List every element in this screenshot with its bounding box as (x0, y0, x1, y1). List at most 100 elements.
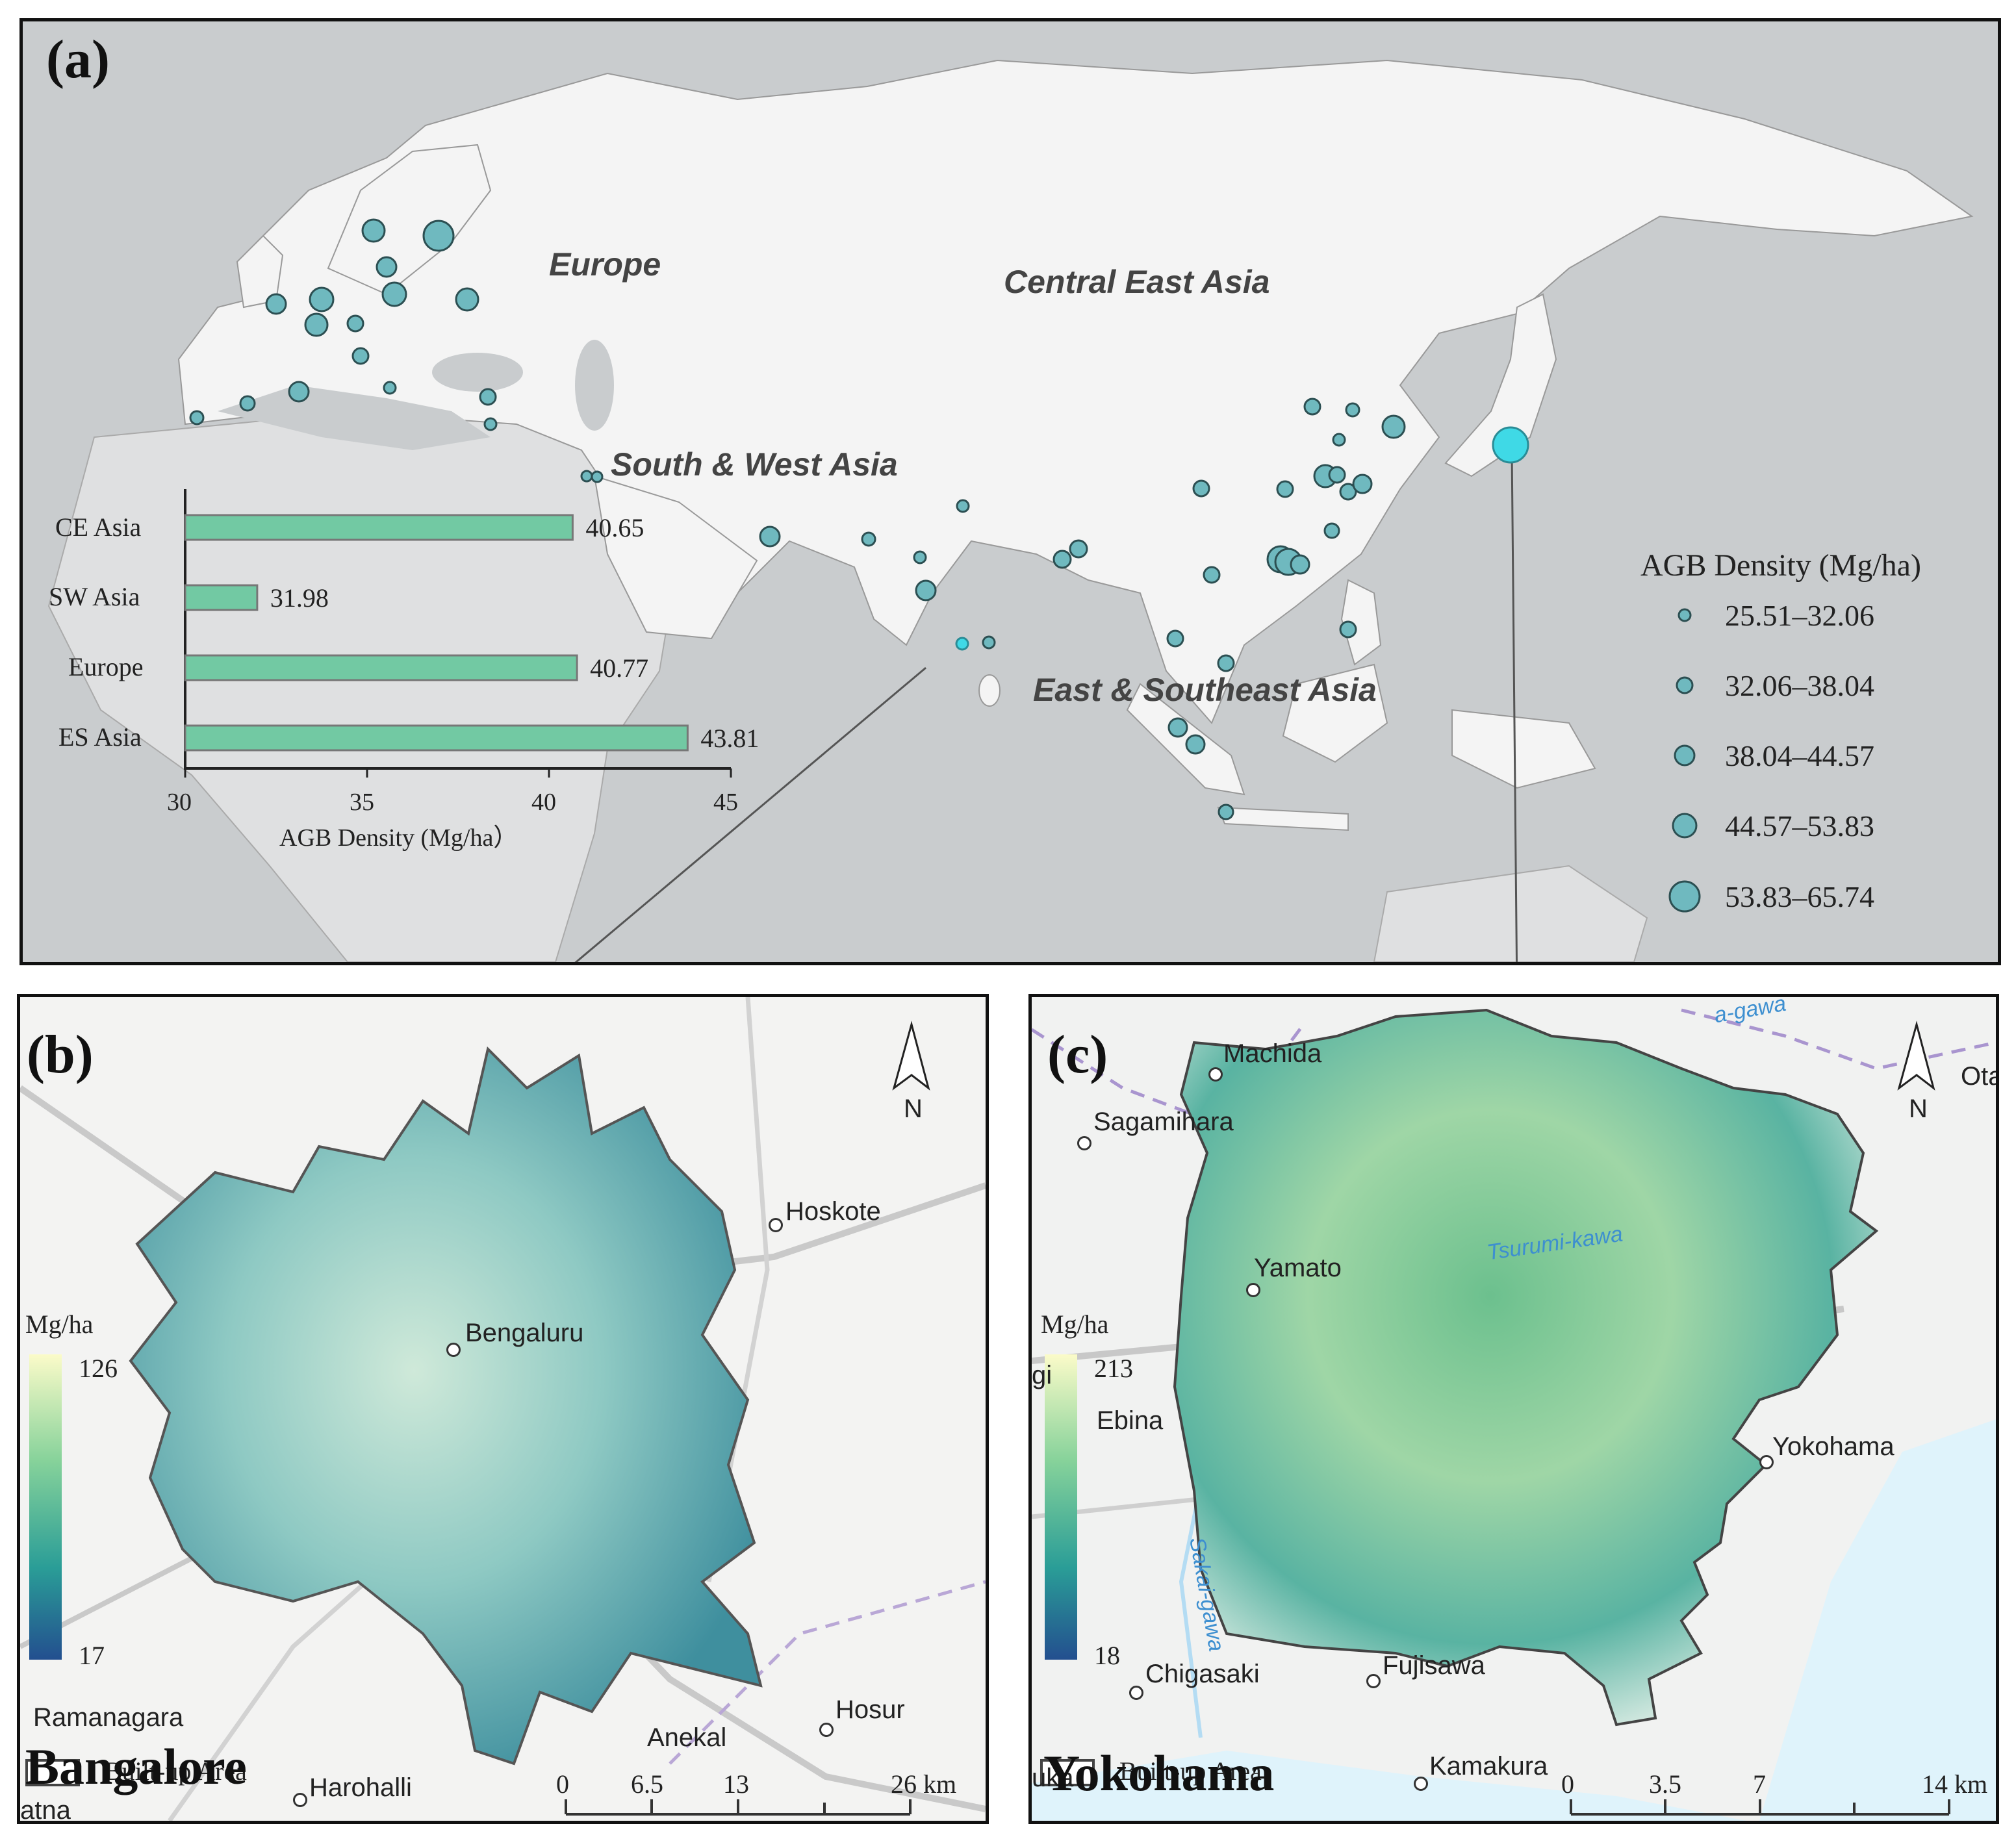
scale-bar-b (565, 1799, 912, 1816)
city-marker (1246, 1283, 1260, 1297)
built-up-area-bangalore (129, 1046, 763, 1766)
place-label-kamakura: Kamakura (1429, 1752, 1548, 1780)
panel-a-map: (a) Europe Central East Asia South & Wes… (19, 18, 2001, 965)
philippines (1340, 579, 1382, 666)
x-tick-label: 45 (713, 789, 738, 816)
arabia (593, 475, 758, 640)
place-label-chigasaki: Chigasaki (1145, 1660, 1260, 1688)
x-tick-label: 35 (350, 789, 374, 816)
size-legend-symbols (1668, 608, 1701, 913)
city-point (1352, 474, 1373, 494)
place-label-sagamihara: Sagamihara (1093, 1108, 1234, 1136)
city-point (265, 293, 287, 315)
city-point (422, 220, 455, 252)
city-point (479, 388, 497, 406)
city-point (483, 417, 498, 431)
city-title-bangalore: Bangalore (25, 1738, 247, 1795)
bar-category-label: Europe (68, 652, 144, 681)
size-legend-symbol (1672, 813, 1698, 839)
mediterranean-sea (218, 385, 491, 450)
city-point (915, 579, 937, 602)
java (1217, 806, 1349, 831)
bar (184, 724, 689, 752)
scale-label: 14 km (1922, 1769, 1988, 1799)
city-point (361, 218, 386, 243)
yokohama-basemap (1032, 1008, 1996, 1821)
city-point (759, 526, 781, 548)
regional-agb-bar-chart (184, 489, 732, 778)
north-arrow-icon (892, 1020, 930, 1091)
panel-b-label: (b) (27, 1024, 94, 1085)
north-arrow-icon (1897, 1020, 1935, 1091)
city-point (1217, 654, 1235, 672)
city-point (956, 499, 970, 513)
black-sea (432, 353, 523, 392)
panel-c-yokohama-map: (c) N Mg/ha 213 18 Built-up Area Machida… (1028, 994, 1999, 1824)
city-point (304, 312, 329, 337)
city-point (1332, 433, 1346, 447)
africa-landmass (47, 410, 674, 962)
x-axis-label: AGB Density (Mg/ha） (279, 824, 518, 852)
place-label-hosur: Hosur (836, 1695, 905, 1724)
place-label-harohalli: Harohalli (309, 1773, 412, 1802)
city-marker (1366, 1674, 1381, 1688)
city-point (982, 635, 996, 650)
city-point (376, 256, 398, 278)
region-label-east-southeast-asia: East & Southeast Asia (1033, 672, 1377, 708)
city-point (1303, 398, 1321, 416)
bar-value-label: 43.81 (700, 724, 759, 753)
colorbar-min: 18 (1094, 1641, 1120, 1670)
bar-category-label: SW Asia (49, 582, 140, 611)
city-point (913, 550, 927, 564)
bar-category-label: ES Asia (58, 722, 142, 752)
colorbar-c (1045, 1354, 1077, 1660)
bar (184, 654, 578, 681)
colorbar-title: Mg/ha (1041, 1310, 1109, 1339)
city-point (1203, 566, 1221, 584)
city-marker (1077, 1136, 1091, 1150)
bar-value-label: 40.65 (585, 513, 644, 542)
city-points-layer (189, 218, 1529, 820)
new-guinea (1451, 709, 1596, 789)
city-marker (769, 1218, 783, 1232)
city-point (383, 381, 397, 395)
bar (184, 584, 259, 611)
boundary (669, 1580, 986, 1765)
sumatra (1126, 683, 1245, 796)
size-legend-symbol (1674, 744, 1696, 766)
eurasia-basemap (47, 59, 1974, 962)
city-point (1276, 480, 1294, 498)
scale-label: 13 (723, 1769, 749, 1799)
city-point (1345, 402, 1360, 418)
size-legend-item: 38.04–44.57 (1725, 739, 1874, 772)
city-point (1323, 522, 1340, 539)
place-label-atna: atna (20, 1796, 71, 1824)
bar-category-label: CE Asia (55, 513, 142, 542)
size-legend-symbol (1678, 608, 1692, 622)
place-label-anekal: Anekal (647, 1723, 727, 1752)
city-point (309, 286, 335, 312)
city-point (1192, 479, 1210, 498)
panel-b-bangalore-map: (b) N Mg/ha 126 17 Built-up Area Hoskote… (17, 994, 989, 1824)
city-point (1290, 554, 1310, 575)
city-point (346, 314, 364, 333)
city-marker (1414, 1777, 1428, 1791)
colorbar-max: 213 (1094, 1354, 1133, 1383)
scale-label: 0 (556, 1769, 569, 1799)
city-marker (1129, 1686, 1143, 1700)
north-label: N (1909, 1095, 1928, 1123)
built-up-area-yokohama (1173, 1008, 1879, 1727)
sagami-bay (1032, 1751, 1746, 1821)
place-label-fujisawa: Fujisawa (1383, 1651, 1485, 1680)
city-point (1339, 483, 1357, 501)
size-legend-item: 32.06–38.04 (1725, 669, 1874, 702)
scale-label: 7 (1753, 1769, 1766, 1799)
scale-label: 0 (1561, 1769, 1574, 1799)
size-legend-symbol (1668, 880, 1701, 913)
city-point (1053, 550, 1072, 569)
panel-a-label: (a) (46, 29, 110, 90)
city-marker (446, 1343, 461, 1357)
place-label-ebina: Ebina (1097, 1406, 1164, 1435)
city-marker (293, 1793, 307, 1807)
built-up-legend-label: Built-up Area (105, 1756, 247, 1786)
